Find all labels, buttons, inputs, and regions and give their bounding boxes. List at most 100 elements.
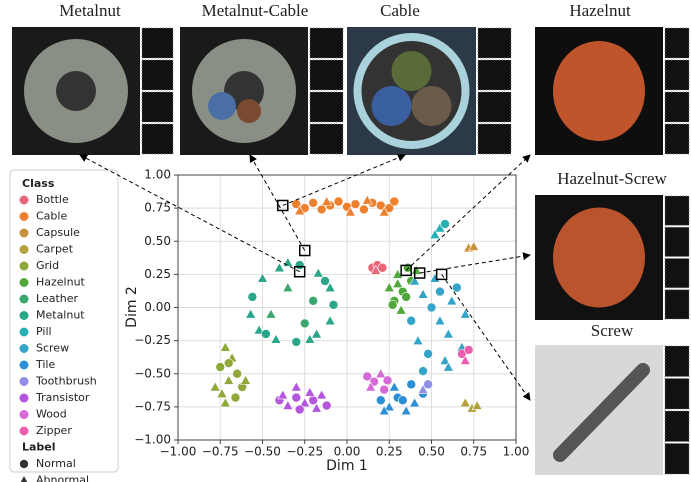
panel-strip xyxy=(664,27,690,59)
legend-label: Abnormal xyxy=(36,474,89,482)
marker-abnormal xyxy=(216,388,228,398)
x-tick-label: −0.25 xyxy=(286,445,323,459)
marker-abnormal xyxy=(321,195,333,206)
panel-strip xyxy=(477,91,512,123)
legend-label: Normal xyxy=(36,457,76,470)
marker-normal xyxy=(321,400,332,411)
x-tick-label: −0.50 xyxy=(244,445,281,459)
marker-abnormal xyxy=(253,324,265,335)
legend-swatch xyxy=(19,195,29,205)
marker-abnormal xyxy=(223,374,235,385)
marker-abnormal xyxy=(219,397,231,408)
marker-abnormal xyxy=(459,308,471,319)
panel-strip xyxy=(141,91,174,123)
panel-strip xyxy=(309,91,344,123)
marker-abnormal xyxy=(378,206,390,217)
marker-normal xyxy=(423,379,433,390)
marker-normal xyxy=(426,302,437,313)
marker-normal xyxy=(232,368,242,379)
object-patch xyxy=(208,92,236,120)
marker-abnormal xyxy=(365,381,377,392)
marker-abnormal xyxy=(311,402,323,413)
marker-abnormal xyxy=(282,282,294,292)
marker-abnormal xyxy=(434,315,446,326)
object-hole xyxy=(56,71,96,111)
marker-normal xyxy=(387,300,398,310)
marker-abnormal xyxy=(395,304,407,315)
panel-title: Metalnut xyxy=(59,1,121,20)
legend-title: Class xyxy=(22,177,55,190)
marker-abnormal xyxy=(417,384,429,394)
panel-strip xyxy=(664,123,690,155)
arrow xyxy=(441,274,531,401)
highlight-box xyxy=(277,199,289,212)
panel-title: Cable xyxy=(380,1,420,20)
marker-normal xyxy=(382,375,393,386)
marker-normal xyxy=(308,198,319,208)
legend-swatch xyxy=(19,393,29,403)
legend-label: Cable xyxy=(36,210,67,223)
panel-strip xyxy=(477,27,512,59)
marker-normal xyxy=(359,204,369,215)
marker-normal xyxy=(379,384,389,395)
marker-abnormal xyxy=(256,272,269,283)
marker-abnormal xyxy=(344,206,356,217)
panel-strip xyxy=(309,27,344,59)
legend-swatch xyxy=(19,294,29,304)
legend-label: Pill xyxy=(36,325,52,338)
marker-abnormal xyxy=(290,381,302,392)
panel-strip xyxy=(664,226,690,257)
marker-abnormal xyxy=(392,278,404,288)
highlight-box xyxy=(400,264,412,277)
marker-abnormal xyxy=(383,282,395,292)
object xyxy=(553,207,645,308)
highlight-box xyxy=(299,244,311,257)
legend-swatch xyxy=(19,377,29,386)
marker-abnormal xyxy=(412,335,424,345)
legend-label: Wood xyxy=(36,408,67,421)
legend-swatch xyxy=(19,212,29,221)
marker-abnormal xyxy=(471,399,483,410)
marker-abnormal xyxy=(468,240,480,251)
legend-label: Tile xyxy=(35,358,55,371)
panel-strip xyxy=(664,289,690,320)
panel-strip xyxy=(309,123,344,155)
legend-swatch xyxy=(19,228,29,238)
marker-abnormal xyxy=(20,474,28,482)
panel-strip xyxy=(477,123,512,155)
marker-abnormal xyxy=(312,267,324,278)
marker-normal xyxy=(423,349,433,359)
marker-normal xyxy=(397,395,408,406)
panel-title: Screw xyxy=(591,321,634,340)
legend-swatch xyxy=(19,311,29,320)
y-tick-label: −0.25 xyxy=(134,333,171,347)
marker-abnormal xyxy=(459,354,471,365)
marker-abnormal xyxy=(304,333,316,344)
legend-swatch xyxy=(19,426,29,436)
marker-normal xyxy=(299,318,310,329)
legend-label: Carpet xyxy=(36,243,74,256)
arrow xyxy=(282,153,406,206)
marker-abnormal xyxy=(277,389,289,400)
marker-abnormal xyxy=(417,288,429,299)
legend-label: Grid xyxy=(36,259,59,272)
marker-abnormal xyxy=(375,368,387,379)
legend-label: Bottle xyxy=(36,193,69,206)
panel-strip xyxy=(664,345,690,377)
panel-strip xyxy=(664,378,690,410)
legend-swatch xyxy=(19,278,29,287)
marker-normal xyxy=(418,366,428,376)
highlight-box xyxy=(435,268,448,281)
legend-label: Zipper xyxy=(36,424,72,437)
x-tick-label: 0.00 xyxy=(334,445,361,459)
marker-normal xyxy=(316,204,327,215)
panel-strip xyxy=(141,123,174,155)
marker-abnormal xyxy=(282,399,294,410)
marker-normal xyxy=(333,196,344,207)
marker-normal xyxy=(294,404,305,415)
marker-abnormal xyxy=(409,275,421,286)
marker-abnormal xyxy=(299,397,311,408)
y-tick-label: 0.25 xyxy=(144,267,171,281)
